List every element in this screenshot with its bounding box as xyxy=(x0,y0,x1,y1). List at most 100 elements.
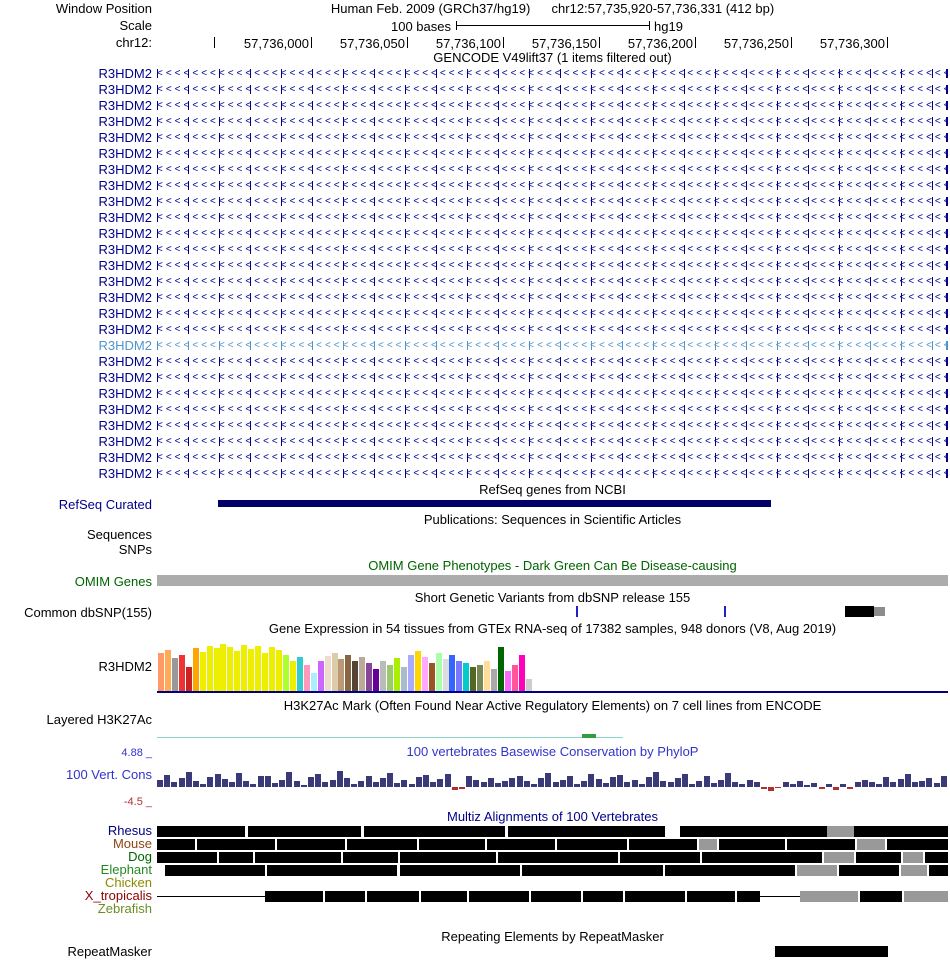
gene-label[interactable]: R3HDM2 xyxy=(98,466,152,481)
repeatmasker-label[interactable]: RepeatMasker xyxy=(67,944,152,959)
alignment-block[interactable] xyxy=(680,826,827,837)
species-label[interactable]: Rhesus xyxy=(107,823,152,838)
alignment-block-gray[interactable] xyxy=(824,852,854,863)
gene-label[interactable]: R3HDM2 xyxy=(98,66,152,81)
gtex-bar[interactable] xyxy=(456,661,463,691)
gene-transcript-row[interactable]: <<<<<<<<<<<<<<<<<<<<<<<<<<<<<<<<<<<<<<<<… xyxy=(157,451,948,464)
gene-label[interactable]: R3HDM2 xyxy=(98,226,152,241)
alignment-block[interactable] xyxy=(687,891,735,902)
gtex-bar[interactable] xyxy=(435,653,442,691)
gtex-bar[interactable] xyxy=(296,657,303,691)
alignment-line[interactable] xyxy=(760,896,800,897)
ruler-tick[interactable] xyxy=(214,37,215,48)
alignment-block[interactable] xyxy=(343,852,398,863)
alignment-block[interactable] xyxy=(248,826,361,837)
alignment-block[interactable] xyxy=(854,826,948,837)
gene-transcript-row[interactable]: <<<<<<<<<<<<<<<<<<<<<<<<<<<<<<<<<<<<<<<<… xyxy=(157,275,948,288)
gene-label[interactable]: R3HDM2 xyxy=(98,162,152,177)
phylop-track-label[interactable]: 100 Vert. Cons xyxy=(66,767,152,782)
alignment-block[interactable] xyxy=(839,865,899,876)
gene-label[interactable]: R3HDM2 xyxy=(98,306,152,321)
species-label[interactable]: Elephant xyxy=(100,862,152,877)
gtex-bar[interactable] xyxy=(185,667,192,691)
gtex-bar[interactable] xyxy=(359,657,366,691)
gene-label[interactable]: R3HDM2 xyxy=(98,178,152,193)
gtex-bar[interactable] xyxy=(498,647,505,691)
gtex-bar[interactable] xyxy=(463,663,470,691)
alignment-block[interactable] xyxy=(400,852,496,863)
alignment-block-gray[interactable] xyxy=(699,839,717,850)
gtex-bar[interactable] xyxy=(310,673,317,691)
gtex-bar[interactable] xyxy=(227,647,234,691)
alignment-block[interactable] xyxy=(165,865,265,876)
gtex-bar[interactable] xyxy=(407,655,414,691)
gtex-bar[interactable] xyxy=(158,653,164,691)
gene-transcript-row[interactable]: <<<<<<<<<<<<<<<<<<<<<<<<<<<<<<<<<<<<<<<<… xyxy=(157,307,948,320)
ruler-tick[interactable] xyxy=(311,37,312,48)
gtex-bar[interactable] xyxy=(511,665,518,691)
gtex-bar[interactable] xyxy=(199,652,206,691)
alignment-block[interactable] xyxy=(625,891,685,902)
alignment-block[interactable] xyxy=(787,839,855,850)
alignment-block-gray[interactable] xyxy=(857,839,885,850)
ruler-tick[interactable] xyxy=(503,37,504,48)
gtex-bar[interactable] xyxy=(373,669,380,691)
alignment-block[interactable] xyxy=(277,839,345,850)
alignment-block[interactable] xyxy=(665,865,795,876)
gene-label[interactable]: R3HDM2 xyxy=(98,82,152,97)
gene-label[interactable]: R3HDM2 xyxy=(98,98,152,113)
alignment-block[interactable] xyxy=(197,839,275,850)
gtex-bar[interactable] xyxy=(421,657,428,691)
alignment-block-gray[interactable] xyxy=(903,852,923,863)
gtex-bar[interactable] xyxy=(164,650,171,691)
gene-transcript-row[interactable]: <<<<<<<<<<<<<<<<<<<<<<<<<<<<<<<<<<<<<<<<… xyxy=(157,467,948,480)
gene-transcript-row[interactable]: <<<<<<<<<<<<<<<<<<<<<<<<<<<<<<<<<<<<<<<<… xyxy=(157,227,948,240)
gene-transcript-row[interactable]: <<<<<<<<<<<<<<<<<<<<<<<<<<<<<<<<<<<<<<<<… xyxy=(157,403,948,416)
dbsnp-variant[interactable] xyxy=(576,606,578,617)
alignment-block[interactable] xyxy=(737,891,760,902)
alignment-block[interactable] xyxy=(157,826,245,837)
species-label[interactable]: Mouse xyxy=(112,836,152,851)
gtex-bar[interactable] xyxy=(275,650,282,691)
gene-label[interactable]: R3HDM2 xyxy=(98,146,152,161)
gene-transcript-row[interactable]: <<<<<<<<<<<<<<<<<<<<<<<<<<<<<<<<<<<<<<<<… xyxy=(157,355,948,368)
gene-label[interactable]: R3HDM2 xyxy=(98,194,152,209)
alignment-block[interactable] xyxy=(856,852,901,863)
gene-label[interactable]: R3HDM2 xyxy=(98,274,152,289)
gene-transcript-row[interactable]: <<<<<<<<<<<<<<<<<<<<<<<<<<<<<<<<<<<<<<<<… xyxy=(157,83,948,96)
alignment-block[interactable] xyxy=(929,865,948,876)
gtex-bar[interactable] xyxy=(289,661,296,691)
gtex-bar[interactable] xyxy=(206,646,213,691)
species-label[interactable]: Chicken xyxy=(105,875,152,890)
gtex-bar[interactable] xyxy=(470,667,477,691)
omim-gene-bar[interactable] xyxy=(157,575,948,586)
gtex-gene-label[interactable]: R3HDM2 xyxy=(98,659,152,674)
alignment-block[interactable] xyxy=(267,865,397,876)
alignment-block-gray[interactable] xyxy=(797,865,837,876)
gene-label[interactable]: R3HDM2 xyxy=(98,370,152,385)
dbsnp-variant[interactable] xyxy=(724,606,726,617)
alignment-block[interactable] xyxy=(400,865,520,876)
alignment-block[interactable] xyxy=(487,839,555,850)
alignment-block[interactable] xyxy=(620,852,700,863)
gtex-bar[interactable] xyxy=(269,647,276,691)
gtex-bar[interactable] xyxy=(442,659,449,691)
gtex-bar[interactable] xyxy=(241,645,248,691)
gtex-bar[interactable] xyxy=(525,679,532,691)
ruler-tick[interactable] xyxy=(791,37,792,48)
alignment-block[interactable] xyxy=(522,865,663,876)
gtex-bar[interactable] xyxy=(366,663,373,691)
gene-transcript-row[interactable]: <<<<<<<<<<<<<<<<<<<<<<<<<<<<<<<<<<<<<<<<… xyxy=(157,67,948,80)
gene-transcript-row[interactable]: <<<<<<<<<<<<<<<<<<<<<<<<<<<<<<<<<<<<<<<<… xyxy=(157,339,948,352)
gtex-bar[interactable] xyxy=(255,646,262,691)
gene-label[interactable]: R3HDM2 xyxy=(98,322,152,337)
h3k27ac-label[interactable]: Layered H3K27Ac xyxy=(46,712,152,727)
gtex-bar[interactable] xyxy=(491,669,498,691)
gene-transcript-row[interactable]: <<<<<<<<<<<<<<<<<<<<<<<<<<<<<<<<<<<<<<<<… xyxy=(157,259,948,272)
repeat-element-bar[interactable] xyxy=(775,946,888,957)
gtex-bar[interactable] xyxy=(213,648,220,691)
alignment-block[interactable] xyxy=(629,839,697,850)
species-label[interactable]: Dog xyxy=(128,849,152,864)
gene-label[interactable]: R3HDM2 xyxy=(98,242,152,257)
alignment-block-gray[interactable] xyxy=(800,891,858,902)
